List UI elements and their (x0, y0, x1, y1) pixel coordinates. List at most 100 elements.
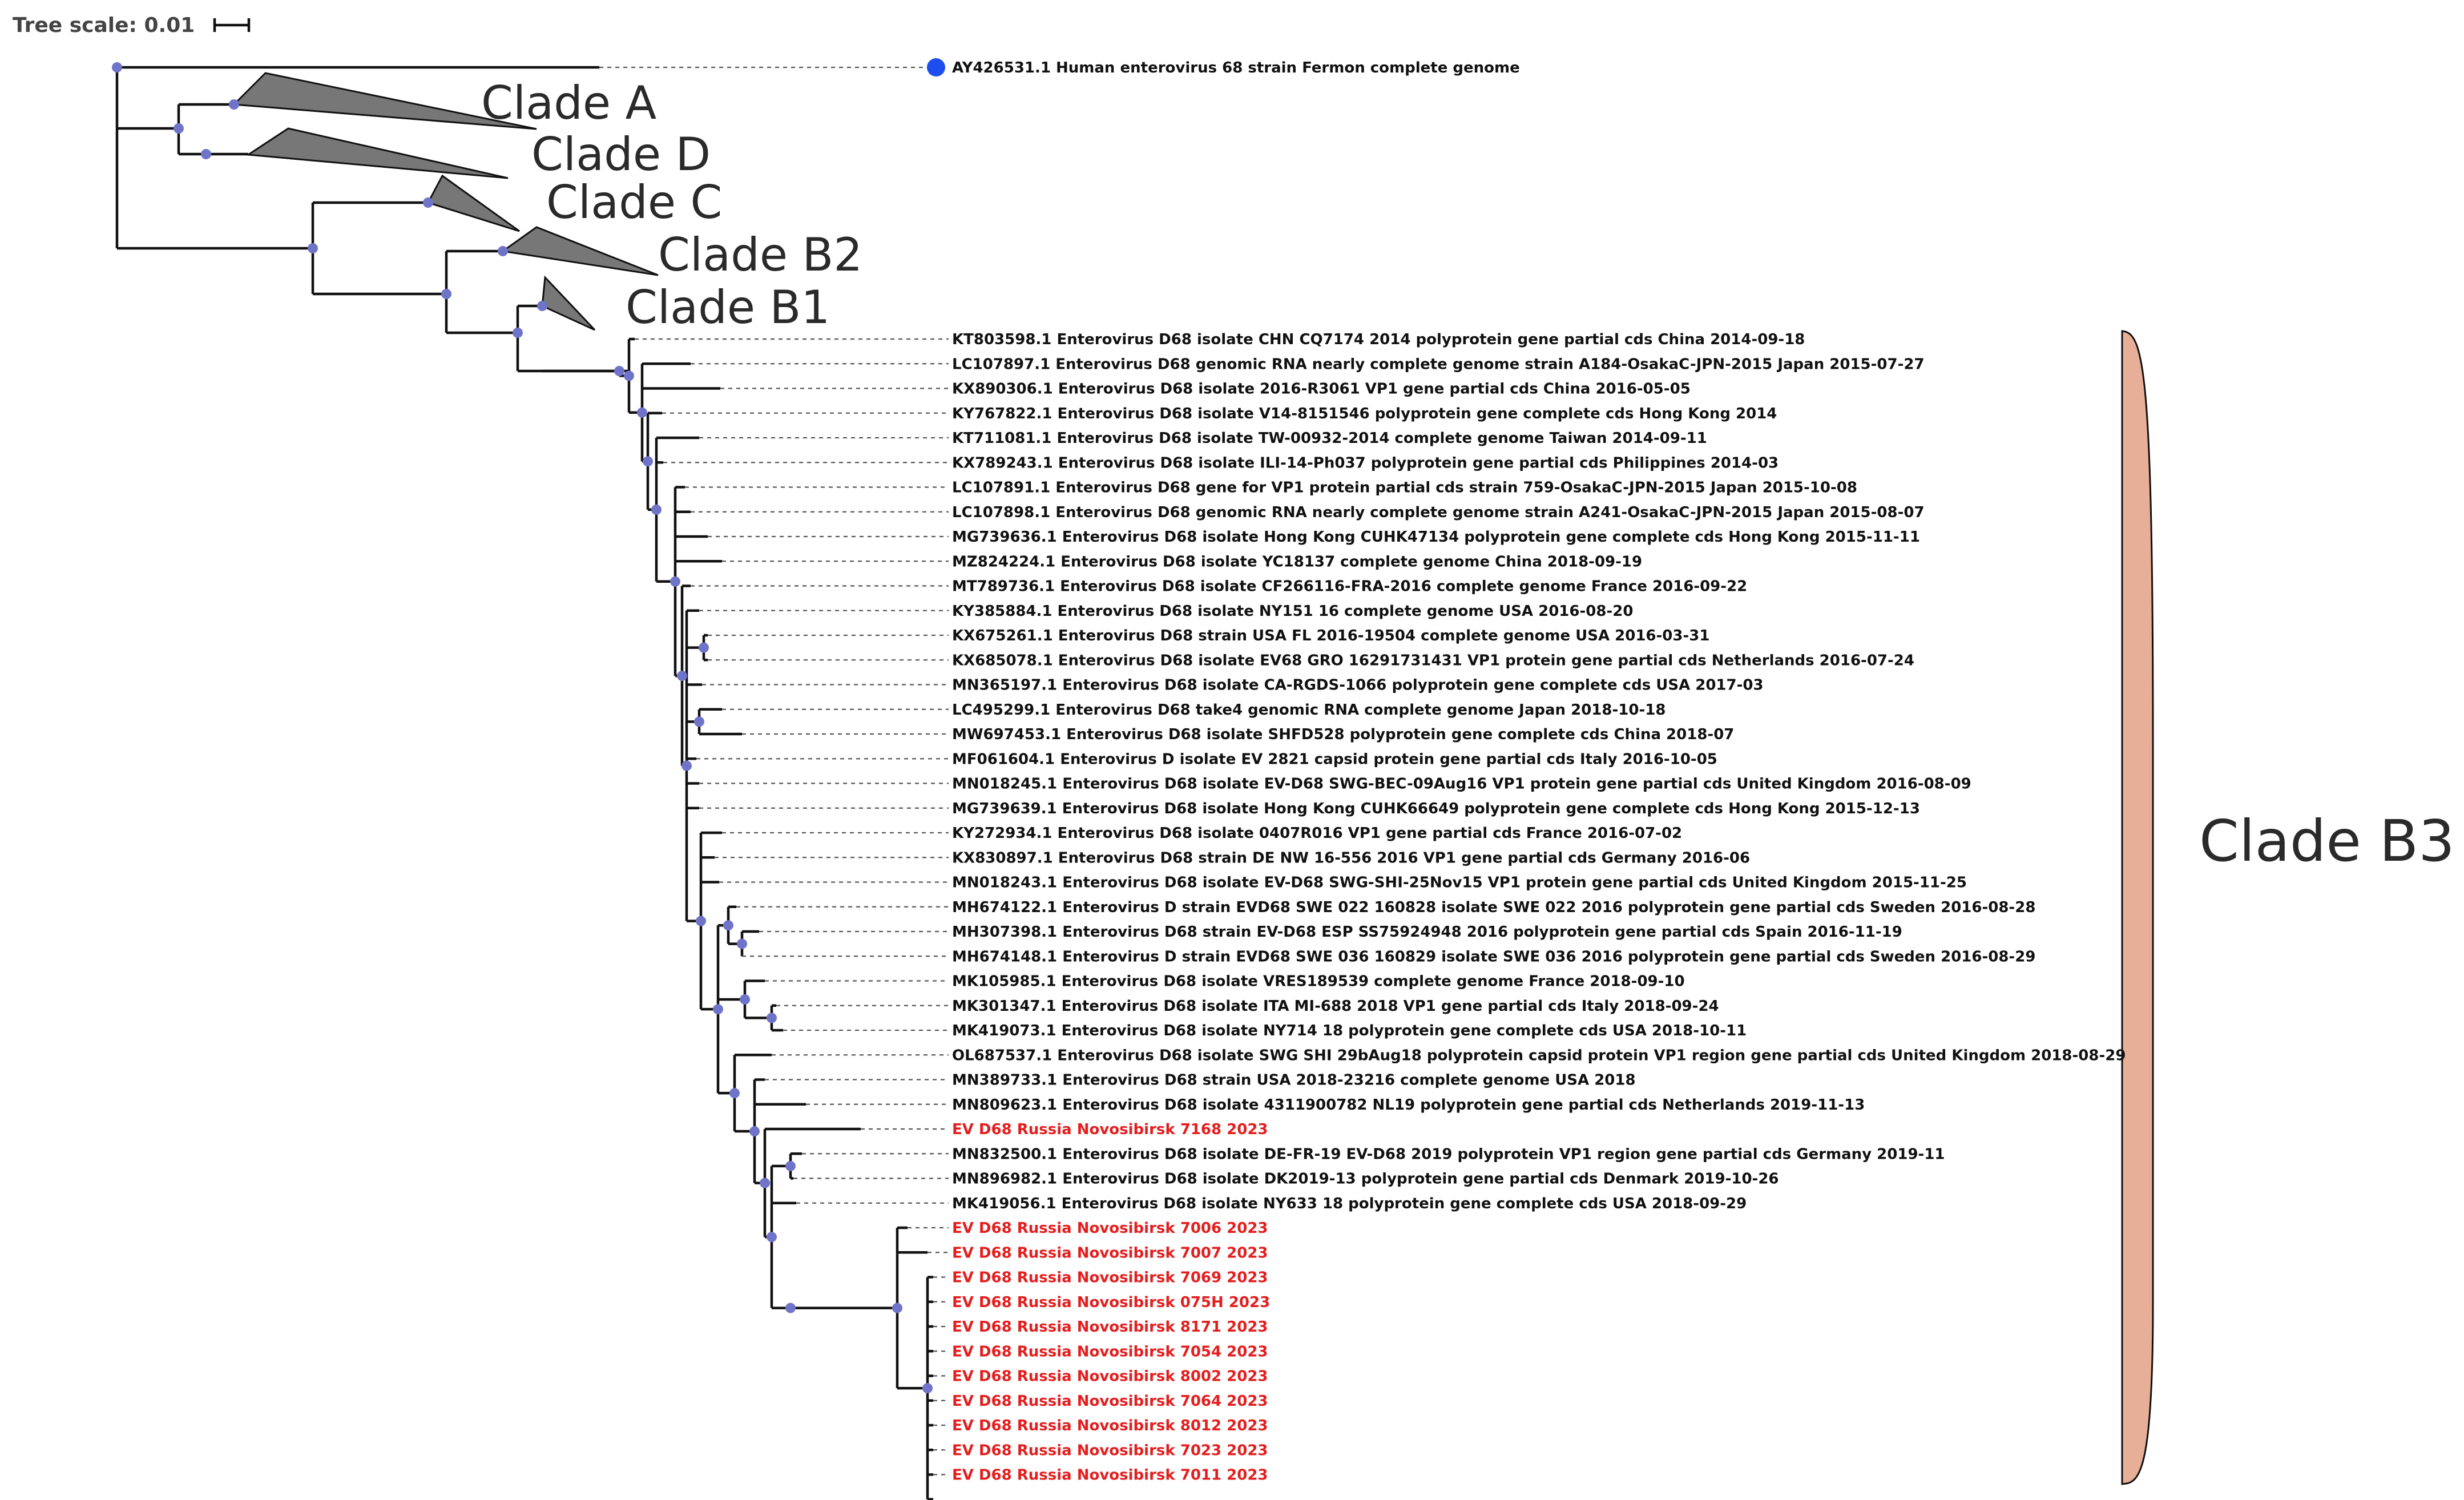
reference-sequence-label: KX685078.1 Enterovirus D68 isolate EV68 … (952, 652, 1914, 669)
reference-sequence-label: KX830897.1 Enterovirus D68 strain DE NW … (952, 849, 1750, 866)
reference-sequence-label: KT803598.1 Enterovirus D68 isolate CHN C… (952, 331, 1805, 348)
reference-sequence-label: MK301347.1 Enterovirus D68 isolate ITA M… (952, 998, 1719, 1015)
node-marker (643, 456, 653, 467)
node-marker (740, 994, 750, 1005)
clade-d-triangle (245, 127, 509, 179)
clade-b1-triangle (541, 275, 596, 331)
node-marker (441, 289, 451, 299)
node-marker (892, 1303, 902, 1313)
node-marker (201, 149, 211, 159)
clade-a-label: Clade A (481, 76, 657, 130)
node-marker (737, 938, 747, 949)
node-marker (112, 62, 122, 72)
node-marker (651, 504, 662, 515)
node-marker (229, 99, 239, 110)
node-marker (677, 671, 687, 682)
node-marker (670, 576, 680, 587)
reference-sequence-label: MN896982.1 Enterovirus D68 isolate DK201… (952, 1171, 1779, 1188)
node-marker (723, 920, 733, 931)
study-sample-label: EV D68 Russia Novosibirsk 7054 2023 (952, 1343, 1268, 1360)
reference-sequence-label: MN832500.1 Enterovirus D68 isolate DE-FR… (952, 1146, 1945, 1163)
node-marker (729, 1088, 740, 1099)
node-marker (696, 916, 706, 926)
outgroup-label: AY426531.1 Human enterovirus 68 strain F… (952, 59, 1520, 76)
reference-sequence-label: KY272934.1 Enterovirus D68 isolate 0407R… (952, 825, 1682, 842)
reference-sequence-label: MK419073.1 Enterovirus D68 isolate NY714… (952, 1022, 1747, 1039)
clade-b3-label: Clade B3 (2199, 808, 2455, 874)
node-marker (785, 1160, 796, 1171)
reference-sequence-label: MF061604.1 Enterovirus D isolate EV 2821… (952, 751, 1717, 768)
reference-sequence-label: MZ824224.1 Enterovirus D68 isolate YC181… (952, 553, 1642, 570)
node-marker (767, 1232, 777, 1243)
reference-sequence-label: MT789736.1 Enterovirus D68 isolate CF266… (952, 578, 1747, 595)
reference-sequence-label: MN389733.1 Enterovirus D68 strain USA 20… (952, 1072, 1636, 1089)
reference-sequence-label: MN018245.1 Enterovirus D68 isolate EV-D6… (952, 776, 1971, 793)
clade-a-triangle (232, 72, 537, 130)
node-marker (513, 328, 523, 338)
reference-sequence-label: LC495299.1 Enterovirus D68 take4 genomic… (952, 701, 1665, 719)
reference-sequence-label: MK419056.1 Enterovirus D68 isolate NY633… (952, 1195, 1747, 1212)
node-marker (681, 760, 692, 771)
reference-sequence-label: MG739636.1 Enterovirus D68 isolate Hong … (952, 529, 1920, 546)
node-marker (767, 1013, 777, 1023)
reference-sequence-label: MH674148.1 Enterovirus D strain EVD68 SW… (952, 948, 2035, 965)
node-marker (498, 246, 508, 256)
reference-sequence-label: LC107897.1 Enterovirus D68 genomic RNA n… (952, 356, 1925, 373)
reference-sequence-label: MW697453.1 Enterovirus D68 isolate SHFD5… (952, 726, 1734, 743)
node-marker (537, 301, 547, 311)
node-marker (713, 1004, 723, 1015)
reference-sequence-label: MG739639.1 Enterovirus D68 isolate Hong … (952, 800, 1920, 817)
study-sample-label: EV D68 Russia Novosibirsk 7069 2023 (952, 1269, 1268, 1287)
reference-sequence-label: MK105985.1 Enterovirus D68 isolate VRES1… (952, 973, 1685, 990)
reference-sequence-label: KX789243.1 Enterovirus D68 isolate ILI-1… (952, 454, 1779, 471)
node-marker (624, 370, 634, 381)
clade-d-label: Clade D (531, 128, 711, 181)
reference-sequence-label: MH307398.1 Enterovirus D68 strain EV-D68… (952, 924, 1902, 941)
node-marker (749, 1126, 760, 1137)
clade-c-triangle (426, 174, 520, 232)
scale-bar (213, 18, 251, 32)
tree-scale-label: Tree scale: 0.01 (13, 14, 195, 37)
node-marker (785, 1303, 796, 1313)
clade-b3-highlight (2121, 330, 2154, 1485)
outgroup-branch (115, 66, 934, 248)
study-sample-label: EV D68 Russia Novosibirsk 7011 2023 (952, 1467, 1268, 1484)
study-sample-label: EV D68 Russia Novosibirsk 7023 2023 (952, 1442, 1268, 1459)
reference-sequence-label: MN809623.1 Enterovirus D68 isolate 43119… (952, 1096, 1865, 1114)
reference-sequence-label: LC107898.1 Enterovirus D68 genomic RNA n… (952, 504, 1925, 521)
study-sample-label: EV D68 Russia Novosibirsk 7006 2023 (952, 1220, 1268, 1237)
reference-sequence-label: OL687537.1 Enterovirus D68 isolate SWG S… (952, 1047, 2126, 1064)
clade-b3-leaves: KT803598.1 Enterovirus D68 isolate CHN C… (635, 331, 2126, 1484)
study-sample-label: EV D68 Russia Novosibirsk 7007 2023 (952, 1244, 1268, 1261)
reference-sequence-label: KX890306.1 Enterovirus D68 isolate 2016-… (952, 381, 1691, 398)
node-marker (760, 1178, 770, 1188)
clade-b1-label: Clade B1 (626, 281, 830, 334)
reference-sequence-label: MN018243.1 Enterovirus D68 isolate EV-D6… (952, 874, 1967, 892)
tree-scale: Tree scale: 0.01 (13, 14, 251, 37)
collapsed-clades (232, 72, 659, 331)
outgroup-marker (927, 58, 945, 76)
node-marker (694, 716, 704, 727)
study-sample-label: EV D68 Russia Novosibirsk 7168 2023 (952, 1121, 1268, 1138)
reference-sequence-label: KY767822.1 Enterovirus D68 isolate V14-8… (952, 405, 1777, 422)
node-marker (308, 243, 318, 253)
node-markers (112, 62, 933, 1394)
reference-sequence-label: MN365197.1 Enterovirus D68 isolate CA-RG… (952, 677, 1764, 694)
node-marker (922, 1383, 933, 1394)
study-sample-label: EV D68 Russia Novosibirsk 075H 2023 (952, 1294, 1270, 1311)
node-marker (699, 642, 709, 653)
reference-sequence-label: LC107891.1 Enterovirus D68 gene for VP1 … (952, 479, 1857, 497)
reference-sequence-label: KT711081.1 Enterovirus D68 isolate TW-00… (952, 430, 1707, 447)
clade-b3-branches (542, 337, 933, 1500)
reference-sequence-label: KY385884.1 Enterovirus D68 isolate NY151… (952, 603, 1633, 620)
study-sample-label: EV D68 Russia Novosibirsk 8002 2023 (952, 1368, 1268, 1385)
node-marker (174, 123, 184, 134)
clade-b2-triangle (501, 226, 659, 276)
node-marker (637, 407, 647, 418)
clade-b2-label: Clade B2 (658, 228, 862, 281)
node-marker (614, 366, 624, 376)
study-sample-label: EV D68 Russia Novosibirsk 8012 2023 (952, 1417, 1268, 1434)
clade-c-label: Clade C (546, 176, 722, 229)
study-sample-label: EV D68 Russia Novosibirsk 8171 2023 (952, 1318, 1268, 1336)
